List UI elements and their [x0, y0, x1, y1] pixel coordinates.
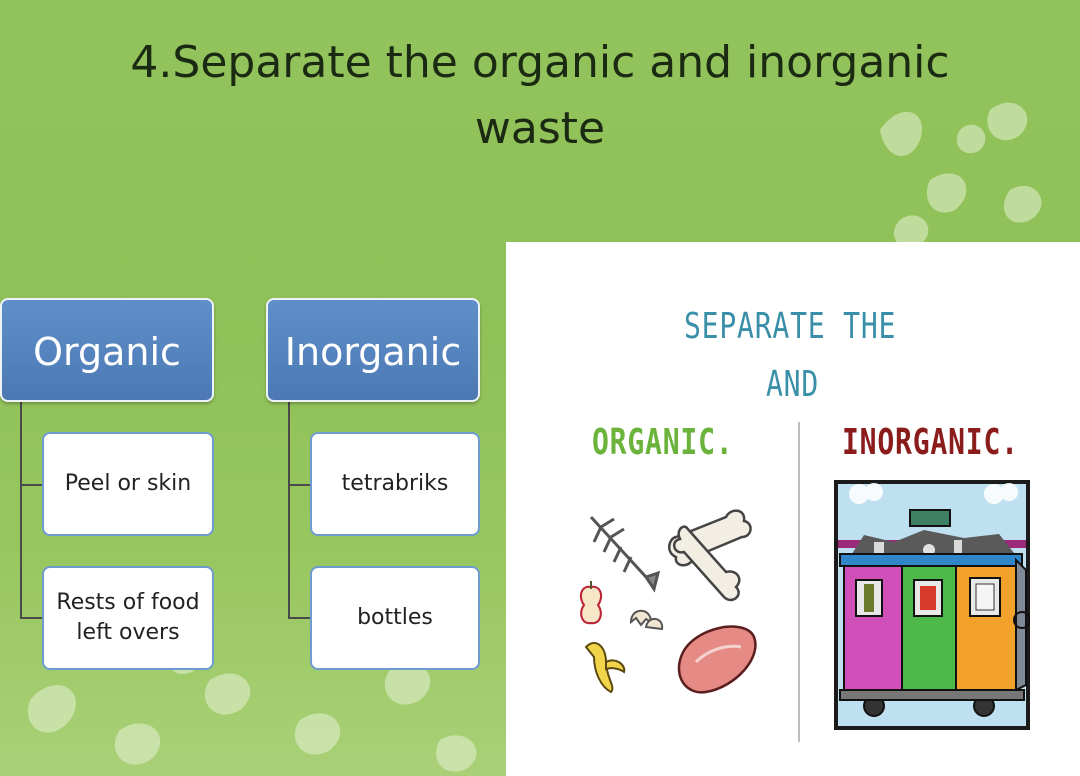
- eggshell-icon: [629, 609, 664, 631]
- organic-label: ORGANIC.: [592, 422, 734, 463]
- inorganic-label: INORGANIC.: [842, 422, 1019, 463]
- paper-icon: [969, 577, 1001, 617]
- slide-title-line1: 4.Separate the organic and inorganic: [130, 37, 950, 88]
- organic-waste-illustration: [579, 509, 757, 694]
- slide-title: 4.Separate the organic and inorganic was…: [40, 30, 1040, 162]
- recycling-bins-illustration: [834, 480, 1030, 730]
- meat-icon: [677, 625, 757, 694]
- illustration-heading-line2: AND: [766, 364, 820, 405]
- organic-connector-2: [20, 617, 42, 619]
- organic-item-1: Peel or skin: [42, 432, 214, 536]
- inorganic-heading: Inorganic: [284, 330, 462, 374]
- organic-heading-box: Organic: [0, 298, 214, 402]
- inorganic-connector-1: [288, 484, 310, 486]
- slide-title-line2: waste: [474, 103, 606, 154]
- organic-connector-vertical: [20, 402, 22, 618]
- inorganic-item-2: bottles: [310, 566, 480, 670]
- organic-connector-1: [20, 484, 42, 486]
- organic-item-2-label: Rests of food left overs: [56, 590, 200, 645]
- inorganic-item-1: tetrabriks: [310, 432, 480, 536]
- inorganic-connector-vertical: [288, 402, 290, 618]
- fish-bone-icon: [589, 515, 661, 593]
- apple-core-icon: [579, 581, 603, 625]
- banana-peel-icon: [584, 642, 626, 694]
- bottle-icon: [855, 579, 883, 617]
- inorganic-item-2-label: bottles: [357, 605, 433, 630]
- leaf-decoration-top-right: [880, 102, 1042, 248]
- organic-item-1-label: Peel or skin: [64, 471, 192, 496]
- can-icon: [913, 579, 943, 617]
- inorganic-item-1-label: tetrabriks: [341, 471, 449, 496]
- inorganic-connector-2: [288, 617, 310, 619]
- organic-heading: Organic: [33, 330, 181, 374]
- leaf-decoration-bottom-left: [28, 644, 477, 772]
- illustration-panel: SEPARATE THE AND ORGANIC. INORGANIC.: [506, 242, 1080, 776]
- organic-item-2: Rests of food left overs: [42, 566, 214, 670]
- inorganic-heading-box: Inorganic: [266, 298, 480, 402]
- bone-icon: [668, 509, 752, 602]
- panel-divider: [798, 422, 800, 742]
- illustration-heading-line1: SEPARATE THE: [684, 306, 897, 347]
